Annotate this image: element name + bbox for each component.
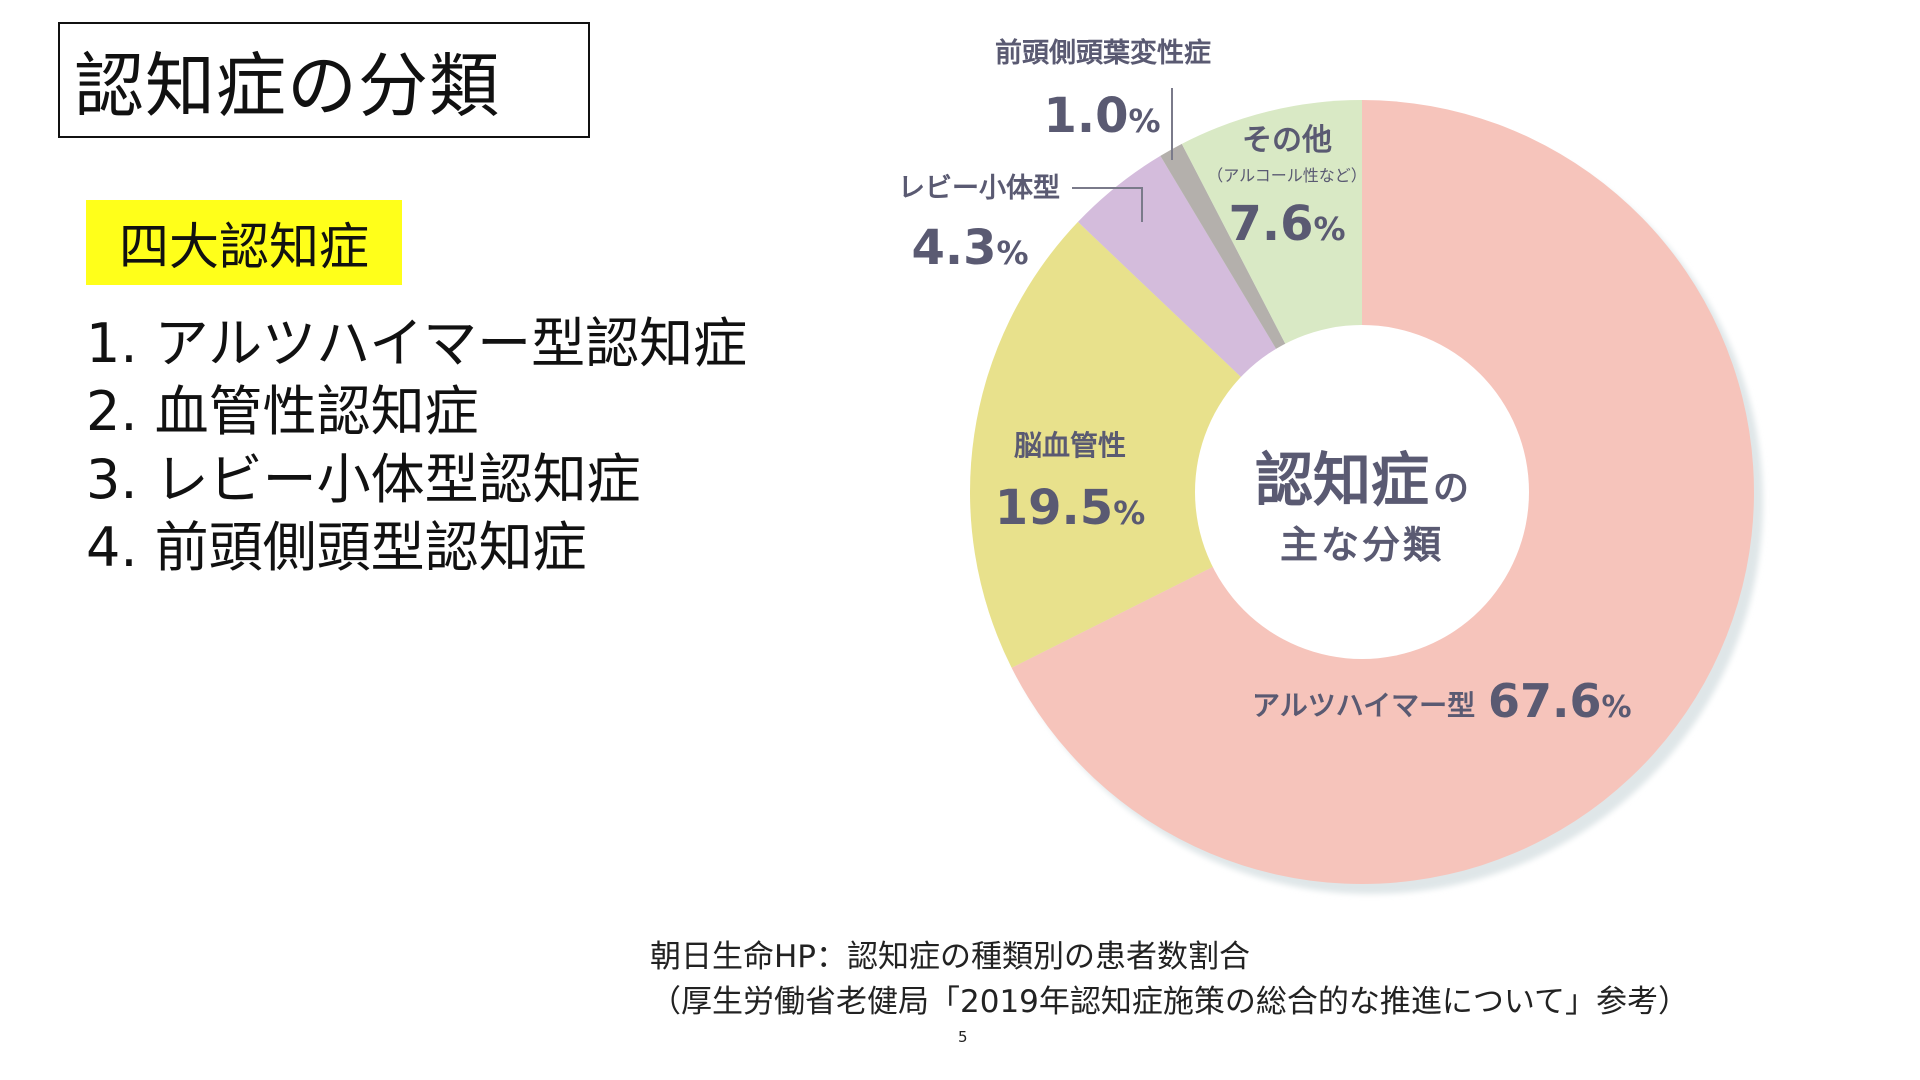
center-subtitle: 主な分類	[1280, 523, 1444, 567]
slice-label-lewy: レビー小体型	[898, 173, 1060, 204]
lewy-leader-line	[1072, 187, 1143, 222]
source-line-1: 朝日生命HP：認知症の種類別の患者数割合	[650, 939, 1251, 975]
slice-vascular	[969, 221, 1362, 668]
donut-hole	[1195, 325, 1529, 659]
slice-sublabel-other: （アルコール性など）	[1207, 166, 1367, 185]
center-title: 認知症の	[1255, 446, 1469, 514]
slice-label-other: その他	[1242, 123, 1332, 158]
list-item: 3. レビー小体型認知症	[86, 448, 641, 511]
page-number: 5	[958, 1028, 968, 1046]
source-line-2: （厚生労働省老健局「2019年認知症施策の総合的な推進について」参考）	[650, 984, 1689, 1020]
slice-label-ftd: 前頭側頭葉変性症	[995, 37, 1211, 69]
slice-value-alzheimer: 67.6%	[1488, 674, 1632, 728]
list-item: 2. 血管性認知症	[86, 380, 479, 443]
list-item: 4. 前頭側頭型認知症	[86, 516, 587, 579]
highlight-label: 四大認知症	[86, 200, 402, 285]
dementia-type-list: 1. アルツハイマー型認知症 2. 血管性認知症 3. レビー小体型認知症 4.…	[86, 310, 747, 582]
slide-title: 認知症の分類	[58, 22, 590, 138]
slice-label-vascular: 脳血管性	[1014, 429, 1126, 462]
slice-value-ftd: 1.0%	[1043, 88, 1160, 144]
slice-label-alzheimer: アルツハイマー型	[1252, 689, 1475, 722]
list-item: 1. アルツハイマー型認知症	[86, 312, 748, 375]
source-citation: 朝日生命HP：認知症の種類別の患者数割合 （厚生労働省老健局「2019年認知症施…	[650, 935, 1689, 1025]
slice-value-lewy: 4.3%	[911, 220, 1028, 276]
slice-value-other: 7.6%	[1228, 196, 1345, 252]
slice-value-vascular: 19.5%	[995, 480, 1146, 536]
